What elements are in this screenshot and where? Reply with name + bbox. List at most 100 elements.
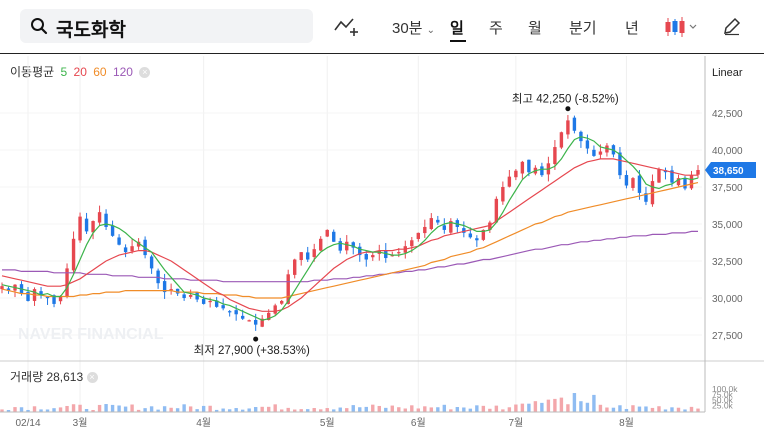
- search-input[interactable]: 국도화학: [56, 20, 126, 41]
- candle-body: [644, 193, 648, 202]
- candle-body: [559, 132, 564, 148]
- candle-body: [260, 318, 264, 327]
- x-tick-label: 02/14: [16, 418, 41, 429]
- volume-bar: [58, 407, 63, 412]
- current-price-tag: [705, 161, 756, 178]
- timeframe-week[interactable]: 주: [489, 20, 503, 37]
- volume-bar: [45, 409, 50, 412]
- timeframe-quarter[interactable]: 분기: [569, 20, 597, 37]
- legend-ma60[interactable]: 60: [93, 65, 107, 79]
- candle-body: [501, 187, 505, 202]
- candlestick-icon: [665, 17, 697, 37]
- volume-bar: [84, 408, 89, 412]
- volume-bar: [598, 404, 603, 412]
- candle-body: [670, 170, 674, 183]
- volume-bar: [644, 406, 648, 412]
- volume-bar: [6, 409, 11, 412]
- volume-bar: [188, 406, 193, 412]
- volume-bar: [546, 399, 551, 412]
- timeframe-30min[interactable]: 30분 ⌄: [392, 17, 435, 38]
- volume-bar: [208, 405, 212, 412]
- volume-bar: [149, 406, 154, 412]
- candle-body: [201, 298, 206, 304]
- chart-type-selector[interactable]: [664, 16, 700, 43]
- candle-body: [26, 291, 30, 301]
- volume-bar: [325, 408, 329, 412]
- candle-body: [416, 232, 420, 239]
- candle-body: [650, 181, 655, 205]
- volume-bar: [637, 406, 642, 412]
- search-icon: [31, 18, 48, 35]
- volume-bar: [494, 405, 499, 412]
- candle-body: [364, 254, 368, 260]
- candle-body: [306, 252, 310, 260]
- candle-body: [227, 311, 232, 313]
- candle-body: [676, 178, 681, 186]
- y-tick-label: 32,500: [712, 257, 743, 268]
- candle-body: [410, 240, 414, 247]
- volume-bar: [676, 407, 681, 412]
- legend-ma120[interactable]: 120: [112, 65, 133, 79]
- volume-bar: [351, 405, 355, 412]
- close-icon[interactable]: ×: [86, 372, 98, 384]
- timeframe-month[interactable]: 월: [528, 20, 542, 37]
- volume-bar: [221, 408, 225, 412]
- candle-body: [689, 175, 694, 189]
- scale-mode[interactable]: Linear: [712, 67, 743, 79]
- candle-body: [468, 233, 473, 238]
- pencil-icon[interactable]: [722, 16, 742, 36]
- volume-bar: [32, 406, 37, 412]
- volume-bar: [481, 405, 486, 412]
- volume-bar: [364, 406, 368, 412]
- volume-bar: [19, 407, 24, 412]
- candle-body: [566, 120, 570, 135]
- legend-ma5[interactable]: 5: [60, 65, 68, 79]
- x-tick-label: 4월: [196, 417, 211, 429]
- volume-bar: [533, 401, 538, 412]
- candle-body: [175, 288, 180, 294]
- candle-body: [253, 319, 258, 325]
- volume-bar: [117, 405, 121, 412]
- candle-body: [683, 178, 687, 189]
- candle-body: [696, 169, 700, 175]
- volume-bar: [553, 398, 557, 412]
- volume-bar: [462, 407, 466, 412]
- candle-body: [598, 151, 603, 155]
- candle-body: [325, 229, 329, 237]
- volume-bar: [579, 401, 583, 412]
- stock-search-box[interactable]: 국도화학: [20, 9, 313, 43]
- close-icon[interactable]: ×: [139, 67, 151, 79]
- legend-ma20[interactable]: 20: [73, 65, 87, 79]
- low-annotation: 최저 27,900 (+38.53%): [194, 344, 310, 357]
- y-tick-label: 40,000: [712, 146, 743, 157]
- volume-bar: [403, 408, 407, 412]
- volume-bar: [169, 407, 173, 412]
- timeframe-year[interactable]: 년: [625, 20, 639, 37]
- candle-body: [273, 305, 277, 314]
- candle-body: [579, 131, 583, 142]
- volume-bar: [286, 407, 290, 412]
- candle-body: [436, 219, 440, 223]
- trendline-tool-icon[interactable]: [333, 15, 359, 37]
- high-marker: [565, 106, 571, 112]
- candle-body: [358, 246, 362, 256]
- timeframe-30min-label: 30분: [392, 20, 423, 37]
- candle-body: [533, 167, 538, 174]
- candle-body: [78, 216, 82, 241]
- volume-bar: [175, 408, 180, 412]
- volume-bar: [611, 407, 616, 412]
- candle-body: [71, 238, 76, 271]
- volume-bar: [377, 405, 381, 412]
- volume-bar: [683, 409, 687, 412]
- volume-bar: [605, 407, 609, 412]
- x-tick-label: 5월: [320, 417, 335, 429]
- volume-axis-label: 50.0k: [712, 395, 734, 405]
- x-tick-label: 8월: [619, 417, 634, 429]
- candle-body: [462, 228, 466, 233]
- candle-body: [637, 175, 642, 193]
- candle-body: [449, 221, 453, 233]
- candle-body: [663, 170, 668, 173]
- candle-body: [624, 174, 629, 186]
- timeframe-day[interactable]: 일: [450, 20, 464, 37]
- candle-body: [338, 241, 342, 251]
